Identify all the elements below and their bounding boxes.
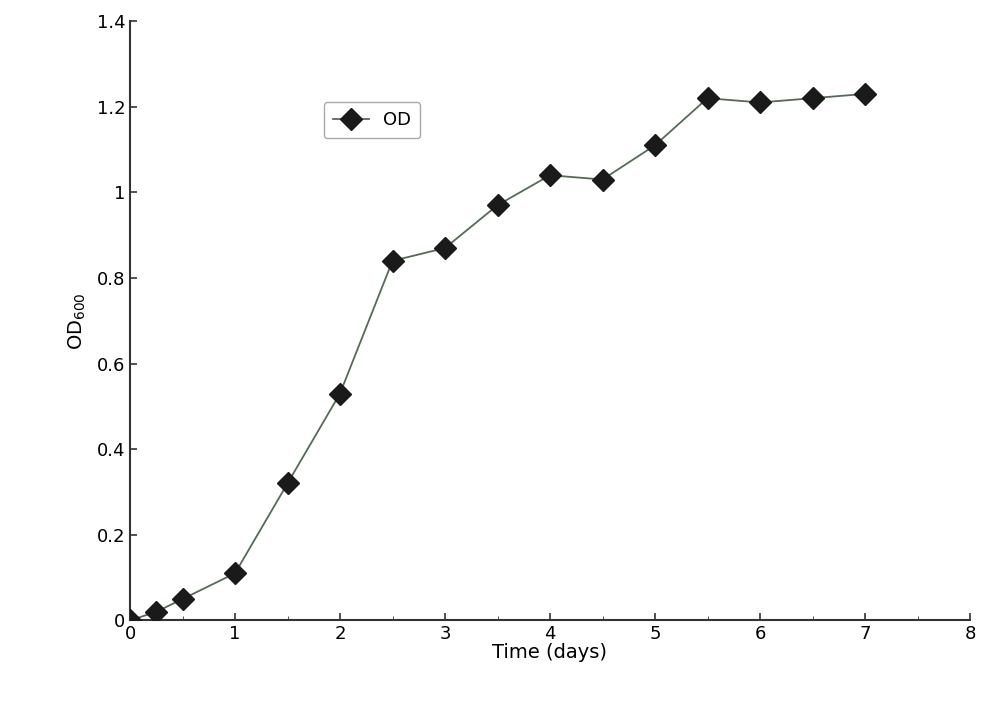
OD	[282, 479, 294, 488]
OD	[492, 201, 503, 209]
OD	[439, 244, 451, 252]
Y-axis label: OD$_{600}$: OD$_{600}$	[67, 292, 88, 350]
Line: OD: OD	[122, 86, 873, 628]
OD	[754, 98, 766, 106]
OD	[544, 171, 556, 180]
OD	[859, 90, 871, 98]
OD	[229, 569, 241, 577]
OD	[176, 595, 188, 603]
OD	[806, 94, 818, 102]
OD	[649, 141, 661, 149]
OD	[702, 94, 714, 102]
Legend: OD: OD	[324, 102, 420, 138]
OD	[124, 616, 136, 625]
OD	[150, 608, 162, 616]
OD	[386, 257, 398, 265]
X-axis label: Time (days): Time (days)	[492, 643, 608, 662]
OD	[334, 389, 346, 398]
OD	[596, 176, 608, 184]
